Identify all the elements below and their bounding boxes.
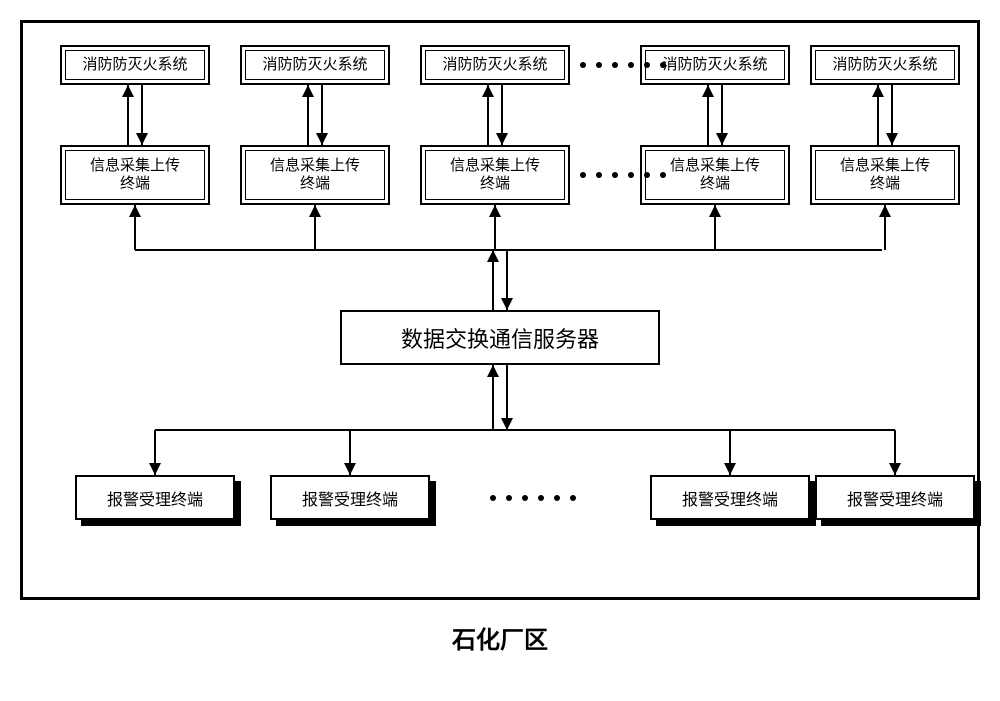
fire-system-box: 消防防灭火系统 — [240, 45, 390, 85]
ellipsis-bottom — [490, 495, 576, 501]
collect-terminal-box: 信息采集上传终端 — [240, 145, 390, 205]
fire-system-box: 消防防灭火系统 — [810, 45, 960, 85]
alarm-terminal-box: 报警受理终端 — [815, 475, 975, 520]
ellipsis-top-row1 — [580, 62, 666, 68]
diagram-caption: 石化厂区 — [20, 620, 980, 655]
alarm-terminal-box: 报警受理终端 — [270, 475, 430, 520]
alarm-terminal-box: 报警受理终端 — [75, 475, 235, 520]
collect-terminal-box: 信息采集上传终端 — [420, 145, 570, 205]
alarm-terminal-box: 报警受理终端 — [650, 475, 810, 520]
collect-terminal-box: 信息采集上传终端 — [810, 145, 960, 205]
data-exchange-server-box: 数据交换通信服务器 — [340, 310, 660, 365]
ellipsis-top-row2 — [580, 172, 666, 178]
fire-system-box: 消防防灭火系统 — [60, 45, 210, 85]
collect-terminal-box: 信息采集上传终端 — [60, 145, 210, 205]
fire-system-box: 消防防灭火系统 — [420, 45, 570, 85]
